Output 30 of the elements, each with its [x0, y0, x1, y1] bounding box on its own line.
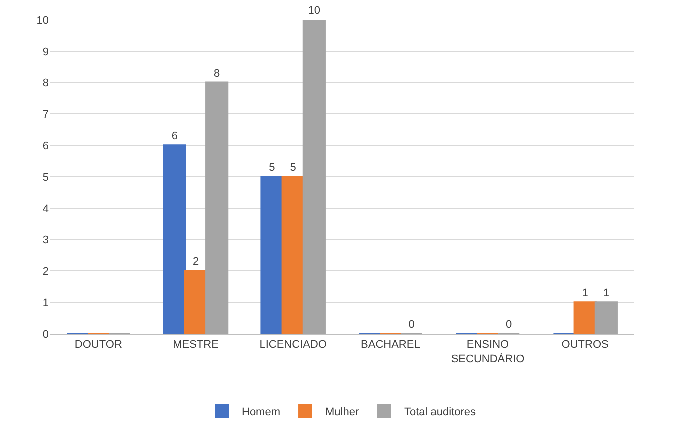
y-tick-label: 10 [36, 14, 49, 27]
data-label: 6 [172, 130, 178, 143]
data-label: 10 [308, 5, 321, 17]
x-tick-label: BACHAREL [361, 339, 420, 352]
y-tick-label: 3 [42, 234, 49, 247]
data-label: 0 [506, 319, 512, 331]
y-tick-label: 7 [42, 109, 49, 122]
data-label: 5 [290, 162, 296, 174]
legend-label: Mulher [326, 406, 360, 419]
data-label: 2 [192, 256, 200, 268]
x-tick-label: MESTRE [173, 339, 219, 352]
data-label: 8 [214, 68, 220, 80]
y-tick-label: 8 [42, 78, 49, 90]
y-tick-label: 0 [42, 328, 49, 341]
x-tick-label: DOUTOR [74, 339, 122, 352]
data-label: 0 [408, 319, 415, 331]
y-tick-label: 4 [42, 203, 49, 216]
x-tick-label: ENSINO SECUNDÁRIO [451, 339, 526, 366]
data-label: 1 [603, 288, 610, 300]
data-label: 1 [582, 288, 588, 300]
legend-label: Homem [242, 406, 281, 419]
y-tick-label: 2 [42, 266, 49, 278]
y-tick-label: 5 [42, 172, 49, 184]
legend-label: Total auditores [404, 406, 477, 419]
y-tick-label: 9 [42, 46, 49, 58]
x-tick-label: OUTROS [562, 339, 609, 352]
data-label: 5 [269, 162, 276, 174]
y-tick-label: 1 [42, 297, 49, 310]
y-tick-label: 6 [42, 140, 49, 152]
x-tick-label: LICENCIADO [260, 339, 328, 352]
